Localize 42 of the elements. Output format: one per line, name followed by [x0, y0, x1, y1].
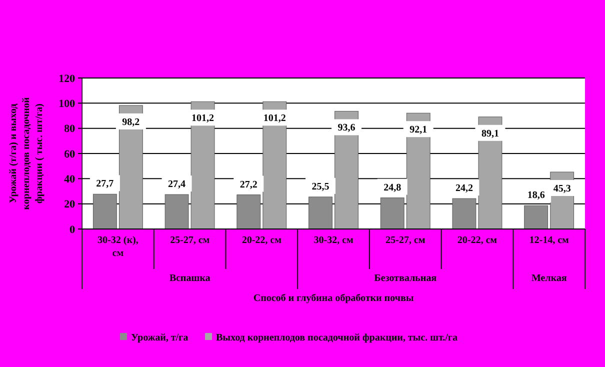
- bar: [236, 194, 261, 230]
- data-label: 24,2: [455, 183, 473, 194]
- y-tick-label: 100: [58, 98, 76, 110]
- bar: [308, 196, 332, 230]
- data-label: 45,3: [553, 183, 571, 194]
- x-tick-label: 20-22, см: [242, 235, 282, 246]
- bar: [92, 194, 117, 230]
- y-tick-label: 40: [64, 174, 76, 186]
- data-label: 98,2: [122, 116, 140, 128]
- x-tick-label: 25-27, см: [386, 235, 426, 246]
- bar: [164, 194, 189, 230]
- legend-label: Выход корнеплодов посадочной фракции, тыс. шт./га: [216, 332, 458, 344]
- y-axis-title: Урожай (т/га) и выход корнеплодов посадочной фракции ( тыс. шт/га): [8, 97, 45, 210]
- data-label: 93,6: [338, 122, 356, 134]
- x-tick-label: 30-32 (к), см: [98, 235, 139, 259]
- data-label: 101,2: [192, 113, 214, 124]
- x-tick-label: 30-32, см: [314, 235, 354, 246]
- text: Мелкая: [531, 273, 568, 284]
- bar: [452, 198, 476, 230]
- x-tick-label: 20-22, см: [457, 235, 498, 246]
- x-axis-title: Способ и глубина обработки почвы: [253, 293, 414, 304]
- data-label: 89,1: [481, 128, 499, 140]
- x-tick-label: 12-14, см: [529, 235, 570, 246]
- data-label: 27,2: [240, 179, 258, 190]
- y-tick-label: 80: [64, 123, 76, 136]
- legend-label: Урожай, т/га: [131, 332, 188, 344]
- text: Безотвальная: [374, 273, 438, 284]
- data-label: 27,4: [168, 179, 186, 190]
- y-tick-label: 60: [64, 148, 76, 160]
- y-tick-label: 20: [64, 198, 76, 211]
- x-tick-label: 25-27, см: [170, 235, 210, 246]
- data-label: 101,2: [263, 113, 286, 124]
- data-label: 18,6: [527, 190, 545, 202]
- text: Вспашка: [169, 273, 210, 284]
- data-label: 27,7: [96, 178, 114, 190]
- y-tick-label: 120: [58, 72, 76, 85]
- bar: [380, 198, 404, 230]
- bar: [524, 205, 548, 230]
- data-label: 25,5: [312, 181, 330, 192]
- data-label: 24,8: [384, 182, 402, 194]
- y-tick-label: 0: [70, 224, 76, 236]
- data-label: 92,1: [410, 124, 428, 136]
